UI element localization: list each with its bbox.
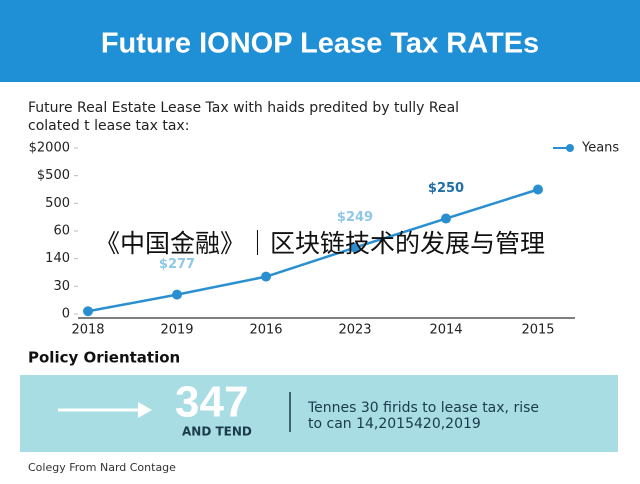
policy-text: Tennes 30 firids to lease tax, rise [307, 400, 539, 416]
x-tick-label: 2023 [338, 323, 371, 338]
big-number: 347 [175, 378, 248, 427]
title: Future IONOP Lease Tax RATEs [101, 28, 539, 60]
data-point [172, 289, 182, 300]
data-label: $250 [428, 181, 464, 196]
subtitle: Future Real Estate Lease Tax with haids … [28, 100, 459, 116]
x-tick-label: 2018 [71, 323, 104, 338]
data-label: $277 [159, 257, 195, 272]
legend-marker [566, 144, 574, 152]
data-label: $249 [337, 210, 373, 225]
y-tick-label: $500 [37, 168, 70, 183]
y-tick-label: 140 [45, 251, 70, 266]
series-line [87, 188, 539, 313]
data-point [533, 184, 543, 195]
watermark: 《中国金融》｜区块链技术的发展与管理 [95, 229, 545, 258]
number-caption: AND TEND [182, 425, 252, 439]
x-tick-label: 2015 [521, 323, 554, 338]
section-heading: Policy Orientation [28, 349, 180, 367]
y-tick-label: 500 [45, 196, 70, 211]
subtitle: colated t lease tax tax: [28, 118, 189, 134]
x-tick-label: 2019 [160, 323, 193, 338]
y-tick-label: 30 [53, 279, 70, 294]
data-point [350, 242, 360, 253]
y-tick-label: 0 [62, 307, 70, 322]
data-point [441, 213, 451, 224]
x-tick-label: 2014 [429, 323, 462, 338]
y-tick-label: $2000 [29, 141, 70, 156]
data-point [83, 306, 93, 317]
header-bar [0, 0, 640, 82]
arrow-head [138, 402, 152, 418]
x-tick-label: 2016 [249, 323, 282, 338]
footer: Colegy From Nard Contage [28, 461, 176, 474]
y-tick-label: 60 [53, 224, 70, 239]
legend-label: Yeans [581, 141, 619, 156]
policy-text: to can 14,2015420,2019 [308, 416, 481, 432]
policy-box [20, 375, 618, 452]
data-point [261, 271, 271, 282]
